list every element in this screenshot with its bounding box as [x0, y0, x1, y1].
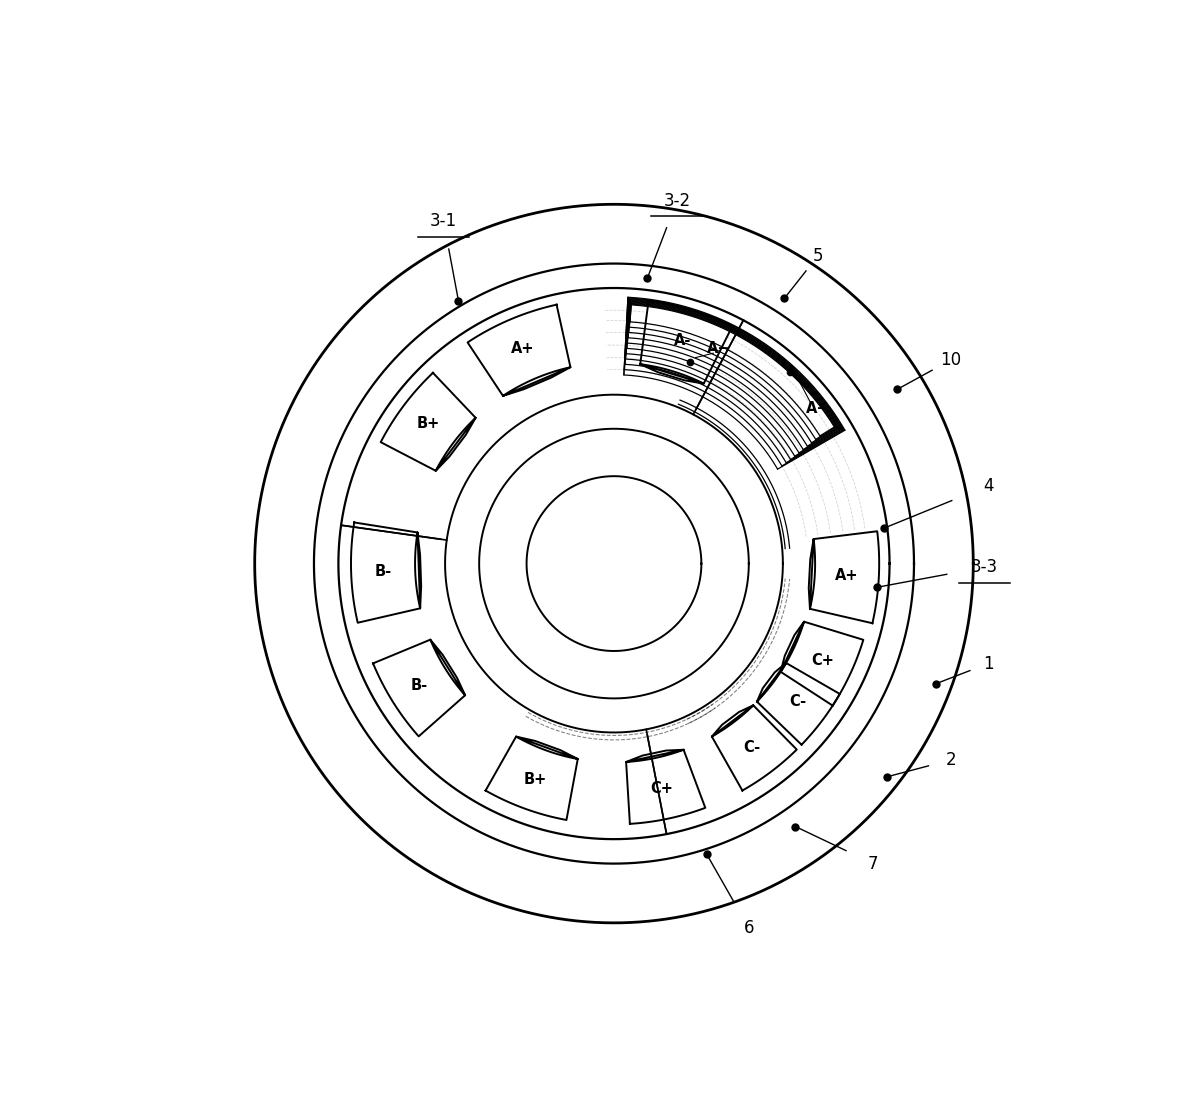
Polygon shape: [373, 639, 465, 737]
Text: B+: B+: [524, 772, 547, 787]
Text: A−: A−: [806, 401, 829, 415]
Text: 2: 2: [945, 751, 956, 769]
Polygon shape: [627, 750, 706, 824]
Polygon shape: [809, 531, 879, 623]
Text: C-: C-: [789, 694, 806, 710]
Polygon shape: [527, 477, 701, 651]
Polygon shape: [255, 204, 973, 923]
Text: A-: A-: [673, 333, 691, 348]
Polygon shape: [757, 663, 840, 744]
Text: C-: C-: [744, 740, 761, 754]
Polygon shape: [712, 705, 797, 790]
Text: A+: A+: [835, 568, 859, 584]
Polygon shape: [485, 737, 577, 820]
Text: B-: B-: [411, 677, 428, 693]
Text: 3-2: 3-2: [664, 192, 690, 210]
Text: 6: 6: [744, 920, 754, 937]
Polygon shape: [781, 622, 864, 705]
Polygon shape: [351, 522, 422, 623]
Text: 4: 4: [982, 477, 993, 494]
Polygon shape: [381, 373, 476, 471]
Text: 3-3: 3-3: [970, 558, 998, 576]
Polygon shape: [467, 305, 570, 396]
Text: B-: B-: [375, 565, 392, 579]
Text: A+: A+: [512, 341, 534, 356]
Text: C+: C+: [811, 653, 834, 668]
Text: 3-1: 3-1: [430, 212, 458, 230]
Text: 5: 5: [812, 247, 823, 266]
Text: 7: 7: [869, 855, 878, 873]
Text: 1: 1: [982, 655, 993, 673]
Polygon shape: [479, 429, 749, 699]
Text: A−: A−: [707, 341, 731, 356]
Text: 10: 10: [940, 350, 962, 369]
Text: B+: B+: [417, 416, 441, 432]
Polygon shape: [640, 300, 732, 384]
Text: C+: C+: [651, 781, 673, 796]
